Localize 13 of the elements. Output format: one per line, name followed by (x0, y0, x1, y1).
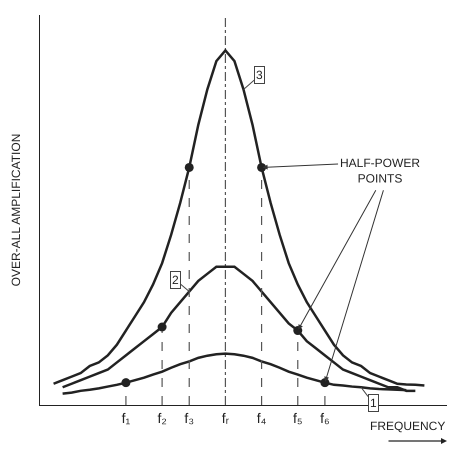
series-label: 1 (370, 396, 377, 410)
y-axis-title: OVER-ALL AMPLIFICATION (9, 134, 24, 286)
x-tick-label: fᵣ (222, 410, 230, 426)
x-tick-label: f₄ (256, 410, 267, 426)
x-tick-label: f₆ (320, 410, 330, 426)
annotation: HALF-POWER POINTS (340, 156, 420, 186)
series-label: 2 (172, 273, 179, 287)
x-tick-label: f₃ (184, 410, 194, 426)
x-tick-label: f₅ (293, 410, 303, 426)
x-axis-title: FREQUENCY (370, 419, 446, 433)
series-label: 3 (256, 68, 263, 82)
x-tick-label: f₂ (157, 410, 167, 426)
x-tick-label: f₁ (122, 410, 130, 426)
